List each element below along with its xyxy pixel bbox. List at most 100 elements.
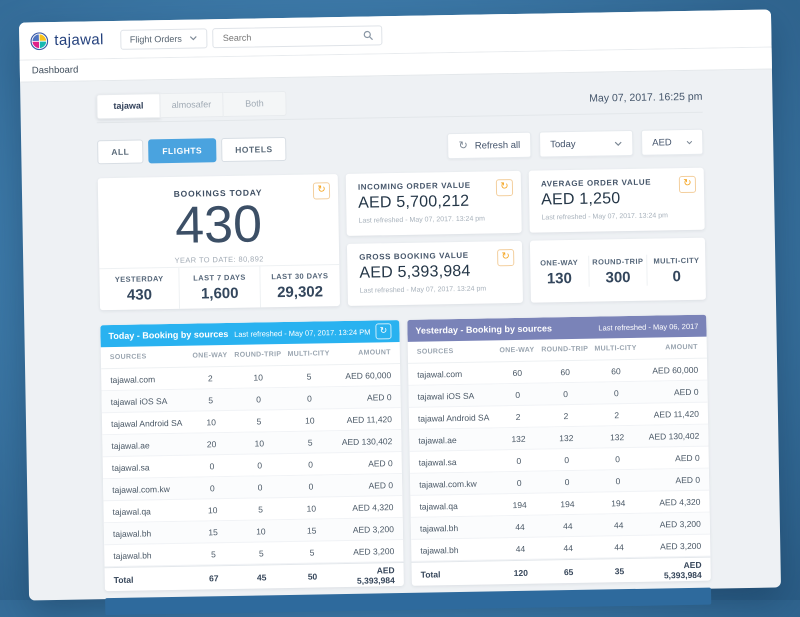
category-filter-group: ALL FLIGHTS HOTELS [97,136,287,165]
trip-types-card: ONE-WAY 130 ROUND-TRIP 300 MULTI-CITY 0 [529,237,706,303]
column-header: MULTI-CITY [287,350,330,358]
last-refreshed: Last refreshed - May 06, 2017 [598,321,699,333]
value-cell: 5 [307,437,313,448]
value-cell: 194 [611,497,626,508]
total-value: AED 5,393,984 [356,564,395,586]
value-cell: AED 4,320 [659,496,701,508]
value-cell: 194 [512,499,527,510]
value-cell: 10 [207,504,218,515]
value-cell: 44 [563,542,574,553]
trip-label: ROUND-TRIP [592,256,644,267]
value-cell: 5 [210,548,216,559]
value-cell: AED 60,000 [345,369,392,381]
last-refreshed: Last refreshed - May 07, 2017. 13:24 pm [541,212,669,222]
filter-hotels-button[interactable]: HOTELS [220,136,287,163]
total-value: 65 [563,566,574,577]
value-cell: 0 [308,481,314,492]
value-cell: AED 11,420 [346,413,393,425]
trip-value: 130 [546,269,573,287]
tab-tajawal[interactable]: tajawal [96,93,161,120]
source-cell: tajawal.sa [111,461,150,473]
gross-booking-value-card: ↻ GROSS BOOKING VALUE AED 5,393,984 Last… [346,240,523,306]
refresh-icon[interactable]: ↻ [497,249,515,267]
value-cell: AED 3,200 [659,518,701,530]
refresh-all-label: Refresh all [474,139,521,152]
brand-logo[interactable]: tajawal [30,31,104,50]
module-select-label: Flight Orders [129,33,182,45]
controls-group: ↻ Refresh all Today AED [447,128,704,160]
value-cell: 2 [614,409,620,420]
stat-value: 29,302 [276,283,324,302]
source-cell: tajawal.com [417,368,463,380]
value-cell: AED 60,000 [652,364,699,376]
column-header: SOURCES [109,353,147,362]
stat-value: 1,600 [200,284,239,303]
refresh-all-button[interactable]: ↻ Refresh all [447,131,532,160]
period-dropdown[interactable]: Today [538,129,634,158]
tab-almosafer[interactable]: almosafer [160,92,224,119]
site-tabs: tajawal almosafer Both [96,90,287,120]
table-meta: Last refreshed - May 06, 2017 [598,321,698,332]
source-cell: tajawal.qa [112,505,151,517]
total-value: 45 [256,571,267,583]
search-icon[interactable] [363,30,373,40]
breadcrumb-dashboard[interactable]: Dashboard [31,64,79,77]
value-cell: 2 [207,372,213,383]
value-cell: AED 130,402 [341,435,393,447]
value-cell: 20 [206,438,217,449]
value-cell: 0 [615,453,620,464]
value-cell: 44 [613,519,624,530]
module-select-dropdown[interactable]: Flight Orders [119,27,207,50]
total-value: 120 [513,567,528,578]
value-cell: 194 [560,498,575,509]
trip-label: MULTI-CITY [653,255,700,266]
filter-all-button[interactable]: ALL [97,139,144,165]
source-cell: tajawal.com.kw [419,478,477,490]
trip-type-stats: ONE-WAY 130 ROUND-TRIP 300 MULTI-CITY 0 [530,238,706,303]
value-cell: AED 0 [675,452,700,463]
value-cell: 0 [515,389,521,400]
total-value: 67 [209,572,219,583]
refresh-icon[interactable]: ↻ [312,182,331,200]
value-cell: 10 [304,415,315,426]
source-cell: tajawal.ae [111,439,150,451]
card-value: AED 5,700,212 [358,192,470,212]
refresh-icon[interactable]: ↻ [375,323,392,340]
total-label: Total [420,568,441,580]
value-cell: 0 [564,454,570,465]
trip-value: 300 [605,268,631,286]
table-body: tajawal.com 2 10 5 AED 60,000 tajawal iOS SA 5… [101,364,404,568]
stat-yesterday: YESTERDAY 430 [99,268,179,310]
value-cell: 2 [563,410,569,421]
refresh-icon[interactable]: ↻ [678,175,697,194]
total-value: 50 [307,570,318,582]
filter-flights-button[interactable]: FLIGHTS [148,138,217,164]
table-total-row: Total 67 45 50 AED 5,393,984 [104,561,404,592]
booking-tables-row: Today - Booking by sources Last refreshe… [100,314,711,592]
card-title: AVERAGE ORDER VALUE [540,177,652,189]
search-input[interactable] [220,29,363,44]
value-cell: AED 0 [368,479,394,491]
value-cell: 10 [254,437,265,449]
currency-dropdown[interactable]: AED [640,128,704,156]
value-cell: AED 0 [366,391,392,403]
trip-label: ONE-WAY [540,257,579,268]
value-cell: 2 [515,411,521,422]
content-area: tajawal almosafer Both May 07, 2017. 16:25… [20,69,781,616]
tab-both[interactable]: Both [223,90,287,118]
value-cell: 0 [563,388,568,399]
table-title: Yesterday - Booking by sources [415,323,553,336]
value-cell: 5 [309,547,315,558]
value-cell: AED 0 [673,386,699,397]
total-value: AED 5,393,984 [663,559,702,580]
card-value: AED 1,250 [541,190,621,209]
value-cell: 60 [611,365,621,376]
refresh-icon[interactable]: ↻ [495,179,514,197]
value-cell: AED 3,200 [660,540,702,551]
value-cell: 0 [613,387,619,398]
source-cell: tajawal Android SA [417,411,490,424]
last-refreshed: Last refreshed - May 07, 2017. 13:24 PM [234,327,371,339]
value-cell: 10 [206,416,216,427]
value-cell: 15 [306,524,317,536]
column-header: AMOUNT [665,343,698,352]
